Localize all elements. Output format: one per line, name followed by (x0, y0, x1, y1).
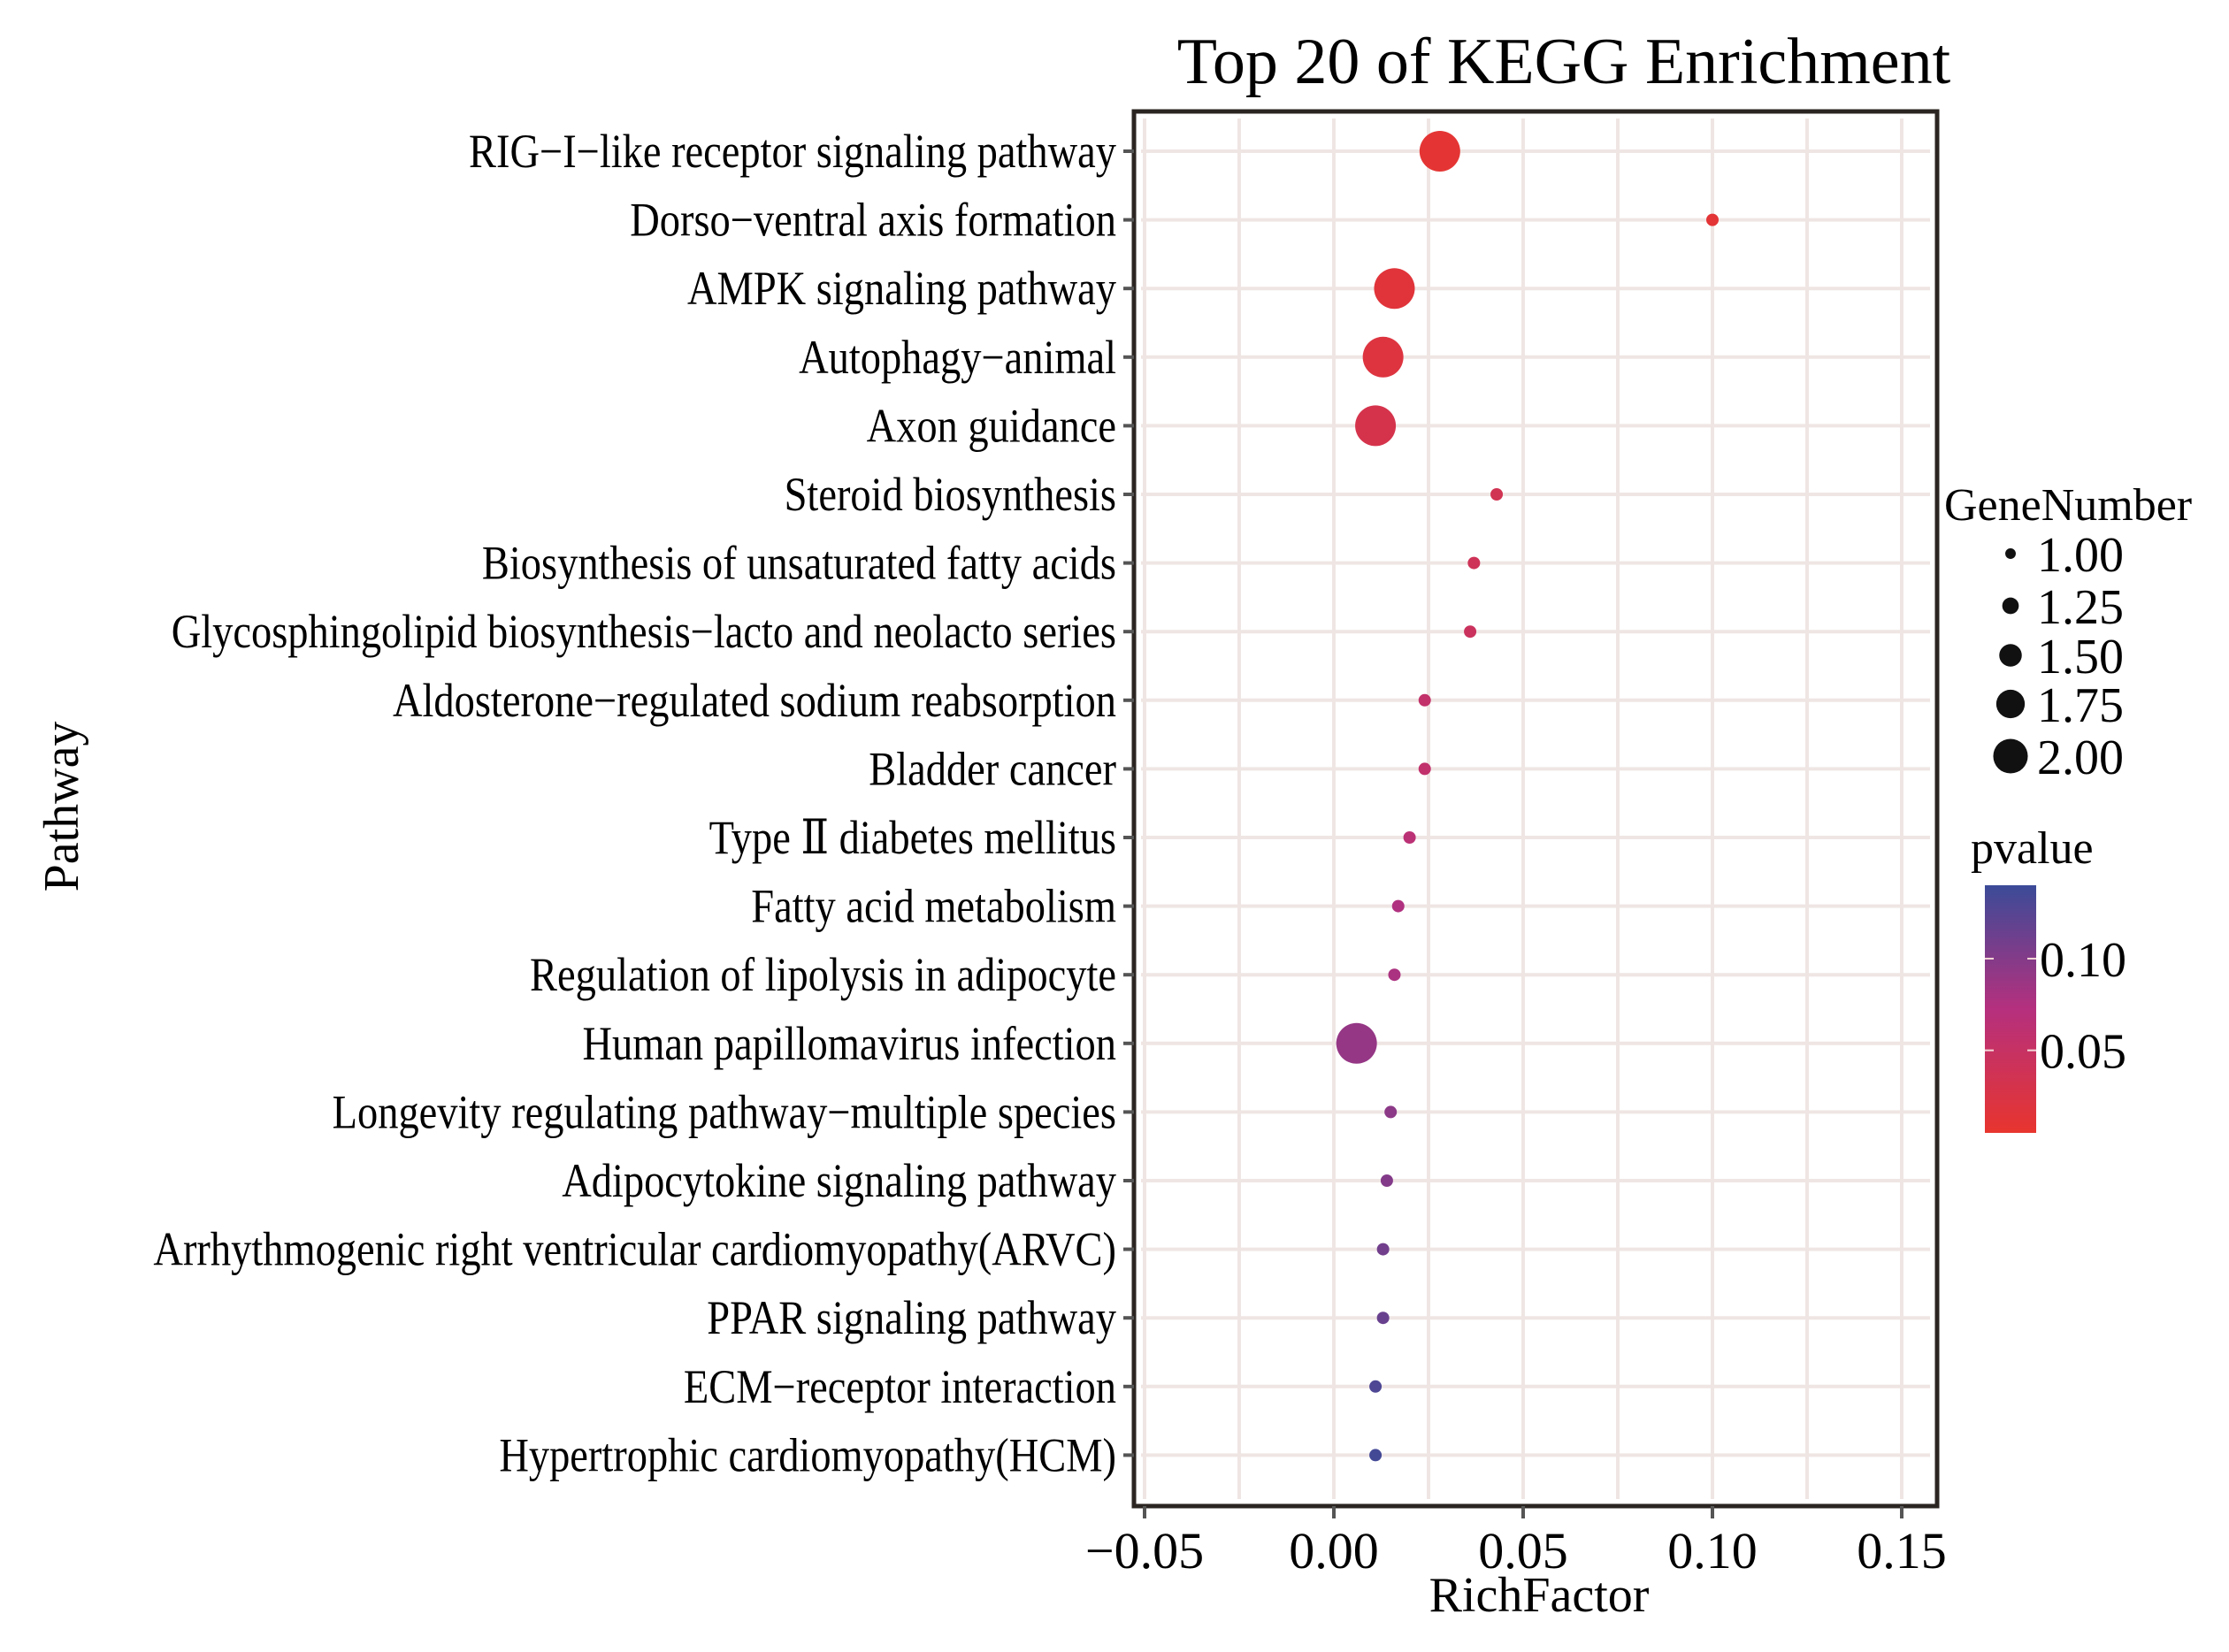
color-legend-label: 0.05 (2040, 1025, 2126, 1080)
y-tick-label-group: Axon guidance (867, 399, 1116, 452)
y-tick-label-group: Adipocytokine signaling pathway (562, 1154, 1116, 1207)
y-tick-label-group: AMPK signaling pathway (687, 262, 1116, 315)
y-tick-label-group: Human papillomavirus infection (582, 1017, 1116, 1070)
y-tick-label-group: RIG−I−like receptor signaling pathway (469, 125, 1116, 178)
y-tick-label: Axon guidance (867, 399, 1116, 452)
data-point (1391, 899, 1405, 913)
x-axis-title: RichFactor (1429, 1568, 1650, 1623)
y-tick-label: Biosynthesis of unsaturated fatty acids (482, 536, 1116, 589)
size-legend-label: 1.25 (2037, 580, 2124, 635)
data-point (1369, 1380, 1383, 1393)
y-tick-label-group: Type Ⅱ diabetes mellitus (709, 811, 1116, 864)
y-tick-label-group: Dorso−ventral axis formation (630, 193, 1116, 246)
size-legend-dot (1993, 738, 2028, 774)
x-tick-label: 0.10 (1667, 1522, 1758, 1579)
y-axis-title: Pathway (34, 722, 89, 892)
y-tick-label-group: Regulation of lipolysis in adipocyte (530, 948, 1116, 1001)
y-tick-label: Human papillomavirus infection (582, 1017, 1116, 1070)
size-legend-items: 1.001.251.501.752.00 (1993, 528, 2124, 785)
size-legend-dot (1999, 644, 2022, 667)
data-point (1336, 1022, 1377, 1064)
size-legend-label: 1.75 (2037, 678, 2124, 733)
y-tick-label-group: Steroid biosynthesis (785, 468, 1116, 521)
data-point (1362, 336, 1404, 378)
y-tick-label: Steroid biosynthesis (785, 468, 1116, 521)
size-legend-label: 2.00 (2037, 730, 2124, 785)
color-legend-ticks: 0.10 0.05 (1985, 933, 2126, 1080)
x-tick-label: 0.00 (1289, 1522, 1379, 1579)
data-point (1384, 1105, 1398, 1119)
x-tick-label: 0.15 (1857, 1522, 1947, 1579)
y-tick-label: Aldosterone−regulated sodium reabsorptio… (393, 674, 1116, 727)
y-tick-label-group: Autophagy−animal (799, 331, 1116, 384)
size-legend-dot (1995, 689, 2026, 719)
gridlines (1141, 119, 1930, 1499)
data-point (1376, 1312, 1390, 1325)
y-tick-label: Glycosphingolipid biosynthesis−lacto and… (172, 605, 1116, 658)
data-point (1706, 213, 1719, 226)
x-tick-label: −0.05 (1085, 1522, 1204, 1579)
data-point (1388, 968, 1401, 982)
plot-border (1131, 109, 1940, 1509)
size-legend-dot (2002, 597, 2019, 615)
data-point (1380, 1174, 1393, 1187)
color-legend-title: pvalue (1971, 823, 2094, 874)
data-point (1403, 831, 1416, 844)
y-tick-label: Regulation of lipolysis in adipocyte (530, 948, 1116, 1001)
size-legend: GeneNumber 1.001.251.501.752.00 (1944, 480, 2192, 785)
y-tick-label: Type Ⅱ diabetes mellitus (709, 811, 1116, 864)
y-tick-label-group: PPAR signaling pathway (707, 1291, 1116, 1344)
y-axis: RIG−I−like receptor signaling pathway Dor… (153, 125, 1134, 1481)
data-points (1336, 131, 1719, 1462)
y-tick-label: RIG−I−like receptor signaling pathway (469, 125, 1116, 178)
size-legend-dot (2005, 548, 2016, 559)
y-tick-label-group: Longevity regulating pathway−multiple sp… (333, 1085, 1116, 1138)
data-point (1376, 1243, 1390, 1256)
y-tick-label-group: Fatty acid metabolism (751, 879, 1116, 932)
data-point (1355, 405, 1397, 447)
plot-panel (1134, 111, 1937, 1506)
y-tick-label: Arrhythmogenic right ventricular cardiom… (153, 1222, 1116, 1275)
data-point (1369, 1449, 1383, 1462)
size-legend-label: 1.00 (2037, 528, 2124, 583)
data-point (1418, 693, 1431, 707)
y-tick-label: AMPK signaling pathway (687, 262, 1116, 315)
color-bar (1985, 885, 2036, 1133)
y-tick-label-group: Aldosterone−regulated sodium reabsorptio… (393, 674, 1116, 727)
y-tick-label: Dorso−ventral axis formation (630, 193, 1116, 246)
y-tick-label-group: Glycosphingolipid biosynthesis−lacto and… (172, 605, 1116, 658)
y-tick-label: Longevity regulating pathway−multiple sp… (333, 1085, 1116, 1138)
data-point (1467, 556, 1481, 570)
y-tick-label-group: Hypertrophic cardiomyopathy(HCM) (499, 1428, 1116, 1481)
y-tick-label: PPAR signaling pathway (707, 1291, 1116, 1344)
data-point (1464, 625, 1477, 639)
y-tick-label-group: ECM−receptor interaction (684, 1360, 1116, 1413)
color-legend: pvalue 0.10 0.05 (1971, 823, 2126, 1133)
y-tick-label: Autophagy−animal (799, 331, 1116, 384)
y-tick-label: Bladder cancer (869, 742, 1116, 795)
x-tick-label: 0.05 (1478, 1522, 1568, 1579)
data-point (1419, 131, 1460, 172)
color-legend-label: 0.10 (2040, 933, 2126, 988)
y-tick-label-group: Arrhythmogenic right ventricular cardiom… (153, 1222, 1116, 1275)
size-legend-label: 1.50 (2037, 630, 2124, 685)
y-tick-label: ECM−receptor interaction (684, 1360, 1116, 1413)
x-axis: −0.05 0.00 0.05 0.10 0.15 (1085, 1506, 1947, 1579)
y-tick-label: Hypertrophic cardiomyopathy(HCM) (499, 1428, 1116, 1481)
y-tick-label: Adipocytokine signaling pathway (562, 1154, 1116, 1207)
data-point (1374, 268, 1415, 310)
data-point (1490, 488, 1504, 501)
size-legend-title: GeneNumber (1944, 480, 2192, 531)
y-tick-label-group: Biosynthesis of unsaturated fatty acids (482, 536, 1116, 589)
chart-title: Top 20 of KEGG Enrichment (1177, 26, 1951, 98)
y-tick-label: Fatty acid metabolism (751, 879, 1116, 932)
data-point (1418, 762, 1431, 776)
y-tick-label-group: Bladder cancer (869, 742, 1116, 795)
